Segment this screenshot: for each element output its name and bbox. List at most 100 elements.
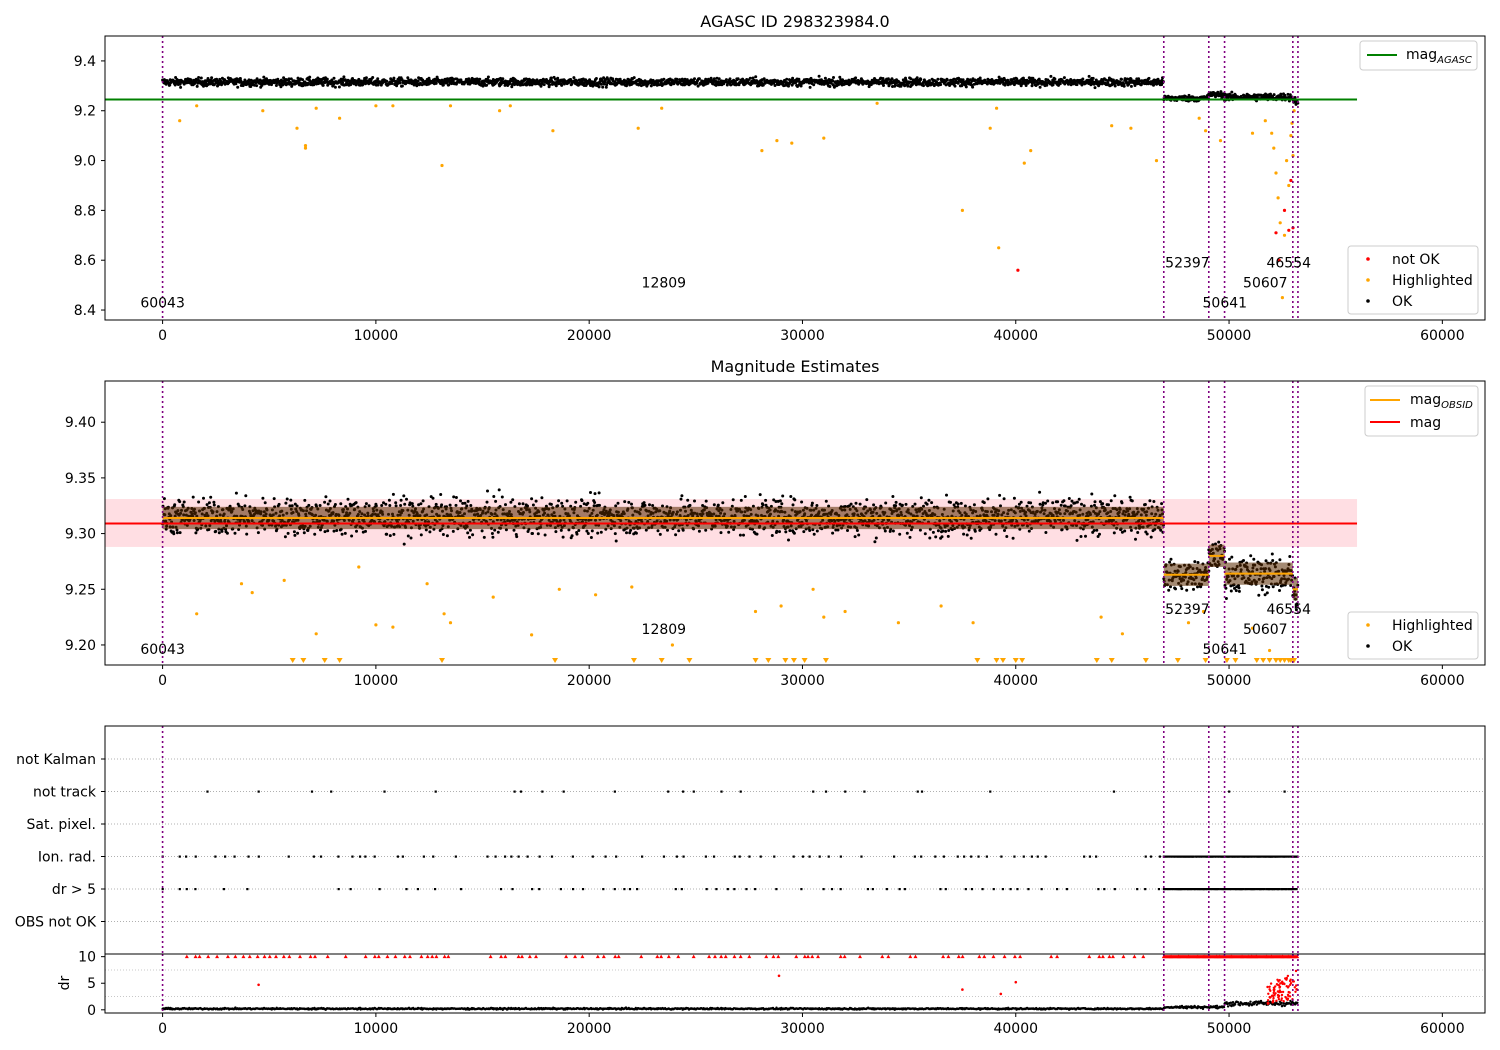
ok-point [884, 501, 888, 505]
ok-point [249, 78, 253, 82]
ok-point [677, 529, 681, 533]
ok-point [1062, 499, 1066, 503]
ok-point [517, 502, 521, 506]
ok-point [584, 78, 588, 82]
ok-point [679, 497, 683, 501]
x-tick-label: 40000 [993, 328, 1038, 344]
ok-point [906, 84, 910, 88]
ok-point [787, 538, 790, 542]
ok-point [649, 84, 653, 88]
ok-point [405, 497, 408, 501]
highlighted-point [1204, 129, 1208, 133]
highlighted-point [314, 106, 318, 110]
ok-point [1091, 76, 1095, 80]
ok-point [586, 532, 590, 535]
ok-point [597, 85, 601, 89]
ok-point [380, 504, 384, 507]
ok-point [919, 78, 923, 81]
ok-point [1160, 502, 1164, 506]
ok-point [402, 494, 406, 498]
ok-point [225, 531, 229, 535]
ok-point [212, 503, 216, 507]
ok-point [332, 529, 336, 533]
ok-point [445, 534, 449, 538]
ok-point [223, 78, 227, 82]
ok-point [832, 76, 835, 79]
highlighted-point [261, 109, 265, 113]
ok-point [643, 503, 647, 507]
ok-point [388, 504, 392, 507]
ok-point [712, 77, 716, 81]
ok-point [497, 488, 501, 492]
ok-point [406, 76, 410, 80]
ok-point [1044, 531, 1048, 534]
obsid-annotation: 12809 [642, 276, 687, 292]
ok-point [421, 499, 425, 503]
ok-point [823, 76, 827, 80]
ok-point [616, 501, 620, 505]
ok-point [318, 504, 322, 507]
ok-point [838, 75, 842, 79]
ok-point [333, 503, 337, 506]
highlighted-point [822, 136, 826, 140]
ok-point [419, 533, 423, 537]
ok-point [521, 83, 525, 87]
ok-point [410, 502, 414, 506]
ok-point [387, 498, 391, 502]
ok-point [255, 84, 259, 88]
ok-point [285, 497, 289, 501]
ok-point [593, 492, 597, 496]
ok-point [946, 534, 950, 538]
ok-point [808, 85, 812, 89]
ok-point [409, 536, 413, 540]
ok-point [301, 78, 304, 82]
ok-point [854, 76, 858, 80]
ok-point [371, 76, 375, 79]
ok-point [553, 77, 557, 81]
ok-point [949, 500, 952, 504]
ok-point [1087, 74, 1091, 78]
ok-point [199, 76, 203, 80]
ok-point [238, 77, 242, 80]
ok-point [978, 76, 982, 80]
ok-point [919, 496, 923, 500]
ok-point [244, 494, 248, 498]
ok-point [623, 500, 627, 504]
ok-point [793, 498, 797, 502]
ok-point [540, 496, 544, 500]
ok-point [1082, 504, 1086, 508]
highlighted-point [1110, 124, 1114, 128]
ok-point [390, 82, 394, 85]
ok-point [1075, 500, 1079, 504]
ok-point [399, 498, 403, 502]
ok-point [973, 529, 977, 533]
ok-point [709, 76, 713, 80]
highlighted-point [790, 141, 794, 145]
ok-point [828, 85, 832, 88]
ok-point [306, 81, 310, 85]
ok-point [891, 85, 894, 88]
ok-point [249, 85, 253, 88]
ok-point [419, 502, 423, 506]
ok-point [972, 503, 976, 507]
ok-point [931, 530, 935, 534]
ok-point [350, 534, 354, 538]
ok-point [686, 498, 690, 502]
ok-point [998, 493, 1002, 497]
ok-point [480, 529, 484, 533]
ok-point [618, 77, 622, 81]
ok-point [308, 75, 312, 79]
ok-point [561, 535, 565, 539]
highlighted-point [760, 149, 764, 153]
ok-point [216, 79, 220, 83]
ok-point [855, 529, 859, 532]
ok-point [234, 491, 238, 495]
ok-point [831, 79, 835, 83]
ok-point [965, 533, 969, 537]
ok-point [530, 83, 534, 87]
ok-point [886, 81, 889, 84]
ok-point [956, 502, 960, 506]
ok-point [588, 78, 592, 82]
highlighted-point [295, 126, 299, 130]
ok-point [420, 83, 424, 87]
